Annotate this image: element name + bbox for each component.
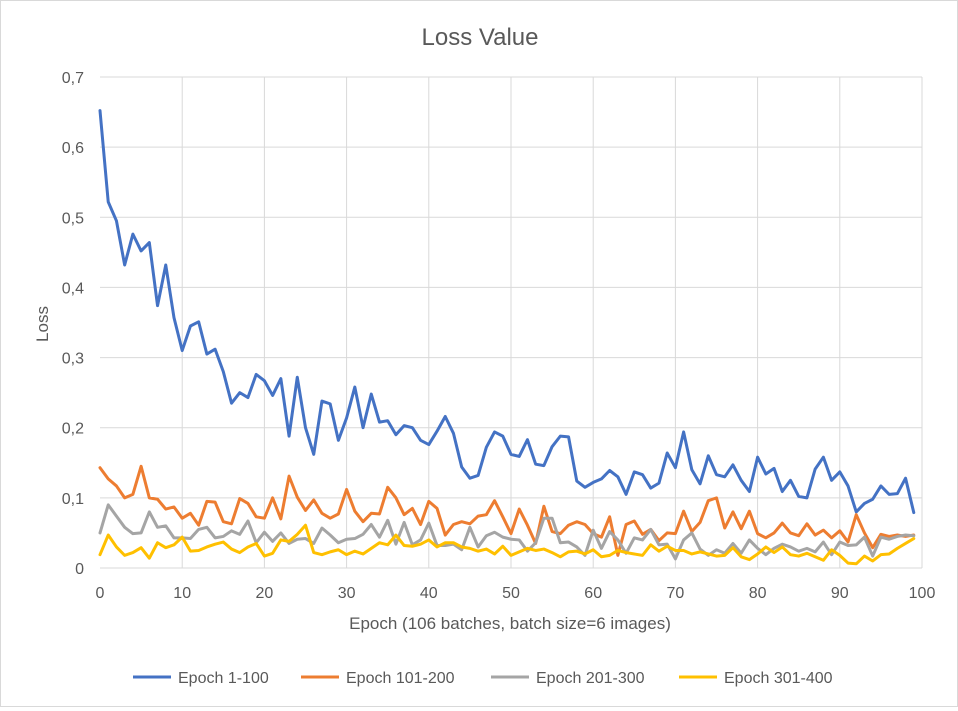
x-tick-label: 40 — [420, 585, 438, 602]
x-tick-label: 20 — [256, 585, 274, 602]
chart-title: Loss Value — [422, 24, 539, 51]
legend: Epoch 1-100 Epoch 101-200 Epoch 201-300 Epo… — [133, 670, 833, 687]
series-line-3 — [98, 503, 916, 561]
y-tick-label: 0,4 — [62, 280, 84, 297]
x-tick-label: 50 — [502, 585, 520, 602]
gridlines — [100, 76, 923, 568]
x-tick-label: 70 — [667, 585, 685, 602]
x-tick-label: 100 — [909, 585, 936, 602]
y-tick-label: 0,7 — [62, 70, 84, 87]
x-tick-label: 30 — [338, 585, 356, 602]
legend-label: Epoch 1-100 — [178, 670, 269, 687]
y-tick-label: 0,3 — [62, 351, 84, 368]
x-tick-label: 0 — [96, 585, 105, 602]
y-tick-label: 0,6 — [62, 140, 84, 157]
legend-label: Epoch 301-400 — [724, 670, 833, 687]
y-axis-label: Loss — [33, 306, 52, 342]
series-line-1 — [98, 109, 916, 515]
y-tick-label: 0,5 — [62, 210, 84, 227]
series-lines — [98, 109, 916, 566]
y-tick-label: 0,2 — [62, 421, 84, 438]
legend-label: Epoch 201-300 — [536, 670, 645, 687]
x-tick-label: 90 — [831, 585, 849, 602]
legend-label: Epoch 101-200 — [346, 670, 455, 687]
tick-labels: 0 10 20 30 40 50 60 70 80 90 100 0 0,1 0,2 0,3 0,4 0,5 0,… — [62, 70, 936, 602]
legend-item-3: Epoch 201-300 — [491, 670, 645, 687]
x-axis-label: Epoch (106 batches, batch size=6 images) — [349, 614, 671, 633]
series-line-4 — [98, 523, 916, 566]
y-tick-label: 0 — [75, 561, 84, 578]
legend-item-2: Epoch 101-200 — [301, 670, 455, 687]
x-tick-label: 60 — [584, 585, 602, 602]
series-line-2 — [98, 464, 916, 557]
y-tick-label: 0,1 — [62, 491, 84, 508]
x-tick-label: 80 — [749, 585, 767, 602]
legend-item-4: Epoch 301-400 — [679, 670, 833, 687]
legend-item-1: Epoch 1-100 — [133, 670, 269, 687]
x-tick-label: 10 — [173, 585, 191, 602]
